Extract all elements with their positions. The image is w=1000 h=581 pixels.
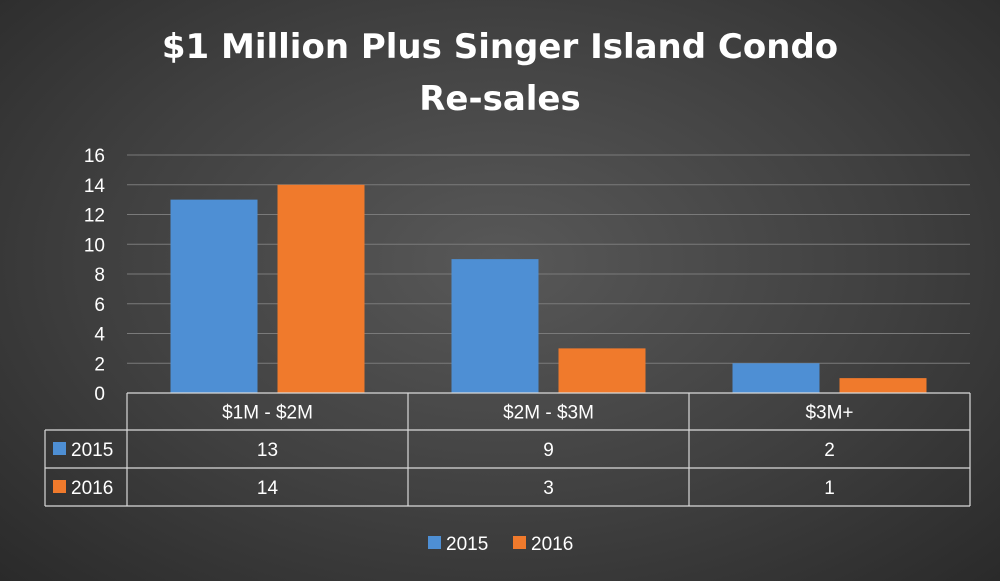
table-legend-key-2016 [53, 480, 66, 493]
chart-title: $1 Million Plus Singer Island Condo Re-s… [162, 27, 838, 119]
y-tick-label: 16 [84, 146, 105, 167]
legend-key-2015 [428, 536, 441, 549]
bar-2016-0 [277, 184, 365, 393]
data-table: $1M - $2M $2M - $3M $3M+ 2015 13 9 2 2016 14 3 1 [44, 392, 971, 507]
bar-2015-1 [451, 259, 539, 393]
y-tick-label: 10 [84, 235, 105, 256]
y-tick-label: 2 [94, 354, 105, 375]
table-cell-value: 13 [257, 440, 278, 461]
grid [127, 154, 970, 394]
legend-label: 2016 [531, 534, 573, 555]
category-label: $2M - $3M [503, 403, 594, 424]
y-tick-label: 14 [84, 176, 106, 197]
y-tick-label: 8 [94, 265, 105, 286]
bars [170, 184, 927, 393]
table-cell-value: 9 [543, 440, 554, 461]
table-series-name: 2016 [71, 478, 113, 499]
table-cell-value: 3 [543, 478, 554, 499]
legend-label: 2015 [446, 534, 488, 555]
table-series-name: 2015 [71, 440, 113, 461]
table-cell-value: 2 [824, 440, 835, 461]
y-tick-label: 6 [94, 295, 105, 316]
y-tick-label: 0 [94, 384, 105, 405]
category-label: $1M - $2M [222, 403, 313, 424]
category-label: $3M+ [805, 403, 853, 424]
legend: 2015 2016 [428, 534, 573, 555]
y-axis: 0 2 4 6 8 10 12 14 16 [84, 146, 106, 405]
y-tick-label: 4 [94, 325, 105, 346]
bar-2016-1 [558, 348, 646, 393]
y-tick-label: 12 [84, 206, 105, 227]
bar-2015-0 [170, 199, 258, 393]
table-cell-value: 14 [257, 478, 279, 499]
bar-2015-2 [732, 363, 820, 393]
bar-2016-2 [839, 378, 927, 393]
legend-key-2016 [513, 536, 526, 549]
chart-title-line-1: $1 Million Plus Singer Island Condo [162, 27, 838, 67]
chart-title-line-2: Re-sales [419, 79, 580, 119]
table-legend-key-2015 [53, 442, 66, 455]
table-cell-value: 1 [824, 478, 835, 499]
